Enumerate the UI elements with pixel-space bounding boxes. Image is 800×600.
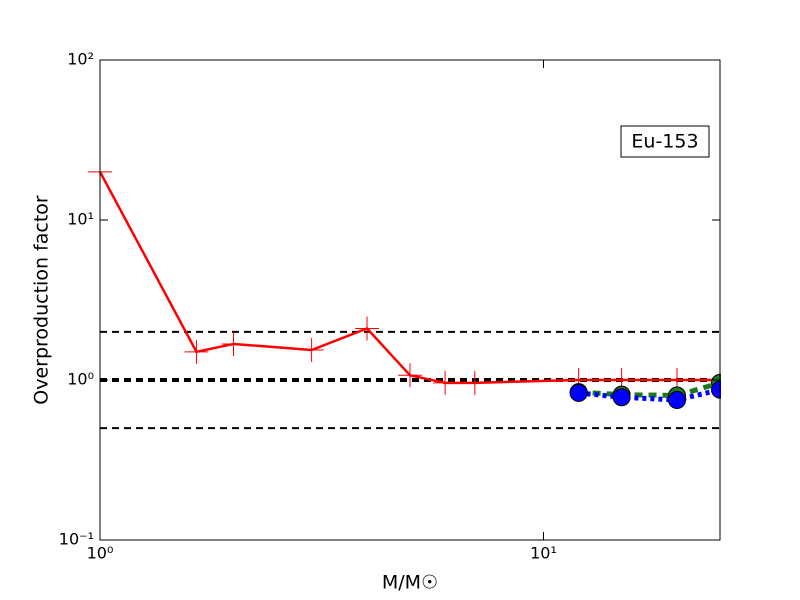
y-axis-label: Overproduction factor — [31, 195, 53, 405]
data-marker — [221, 331, 246, 356]
y-tick-label: 10⁰ — [67, 370, 94, 389]
data-marker — [668, 390, 687, 409]
data-marker — [569, 383, 588, 402]
x-axis-label: M/M☉ — [382, 572, 438, 594]
series-line — [578, 380, 721, 399]
data-marker — [433, 370, 458, 395]
y-tick-label: 10⁻¹ — [59, 530, 94, 549]
data-marker — [398, 363, 422, 388]
series-line — [578, 387, 721, 403]
x-tick-label: 10¹ — [530, 544, 557, 563]
x-tick-label: 10⁰ — [87, 544, 114, 563]
y-tick-label: 10² — [67, 50, 94, 69]
annotation: Eu-153 — [631, 131, 698, 153]
data-marker — [612, 388, 631, 407]
y-tick-label: 10¹ — [67, 210, 94, 229]
data-marker — [184, 339, 209, 364]
annotation-box — [620, 125, 710, 158]
data-marker — [462, 370, 487, 395]
data-marker — [355, 316, 380, 341]
plot-frame — [99, 59, 721, 541]
data-marker — [299, 337, 324, 362]
white-mask — [721, 0, 800, 600]
